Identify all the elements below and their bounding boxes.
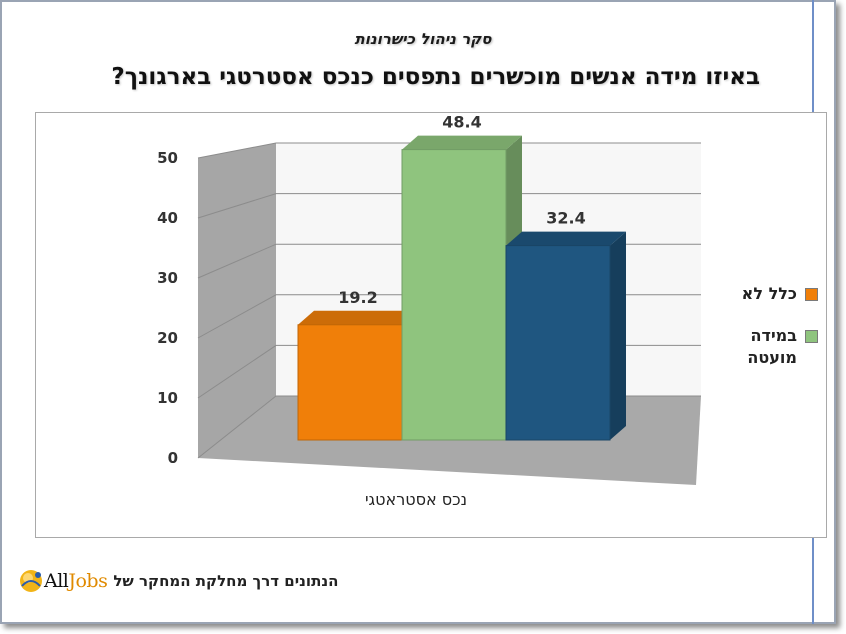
legend-item-1: במידה מועטה [728,325,818,369]
y-tick-label-2: 20 [157,329,178,347]
alljobs-logo-text: AllJobs [44,570,108,592]
y-tick-label-3: 30 [157,269,178,287]
logo-jobs: Jobs [68,570,108,592]
question-title: באיזו מידה אנשים מוכשרים נתפסים כנכס אסט… [111,64,760,90]
bar-chart: 0 10 20 30 40 50 19.2 48.4 32.4 נכס אסטראטגי [157,113,701,509]
logo-all: All [44,570,69,592]
y-tick-label-4: 40 [157,209,178,227]
legend-label-1-line-2: מועטה [747,348,797,367]
bar-top-1 [402,135,522,150]
footer-text: הנתונים דרך מחלקת המחקר של [113,572,339,590]
chart-area: 0 10 20 30 40 50 19.2 48.4 32.4 נכס אסטראטגי [35,112,827,538]
alljobs-logo: AllJobs [18,568,108,594]
gridline-4 [197,193,701,219]
bar-1 [401,149,507,441]
legend: כלל לא במידה מועטה [728,283,818,389]
legend-item-0: כלל לא [728,283,818,305]
side-wall [198,143,276,458]
data-label-0: 19.2 [338,288,377,307]
legend-label-1: במידה מועטה [747,325,797,369]
legend-swatch-0 [805,288,818,301]
legend-label-0: כלל לא [741,284,797,303]
y-tick-label-5: 50 [157,149,178,167]
bar-top-2 [506,231,626,246]
legend-swatch-1 [805,330,818,343]
bar-0 [297,324,403,441]
data-label-2: 32.4 [546,209,585,228]
y-tick-label-0: 0 [168,449,178,467]
survey-title: סקר ניהול כישרונות [354,30,492,48]
footer: AllJobs הנתונים דרך מחלקת המחקר של [18,568,338,594]
data-label-1: 48.4 [442,113,481,132]
bar-side-2 [610,231,626,440]
alljobs-globe-icon [20,570,42,592]
legend-label-1-line-1: במידה [750,326,797,345]
gridline-5 [197,142,701,159]
x-category-label: נכס אסטראטגי [365,490,467,509]
bar-top-0 [298,310,418,325]
bar-2 [505,245,611,441]
y-tick-label-1: 10 [157,389,178,407]
